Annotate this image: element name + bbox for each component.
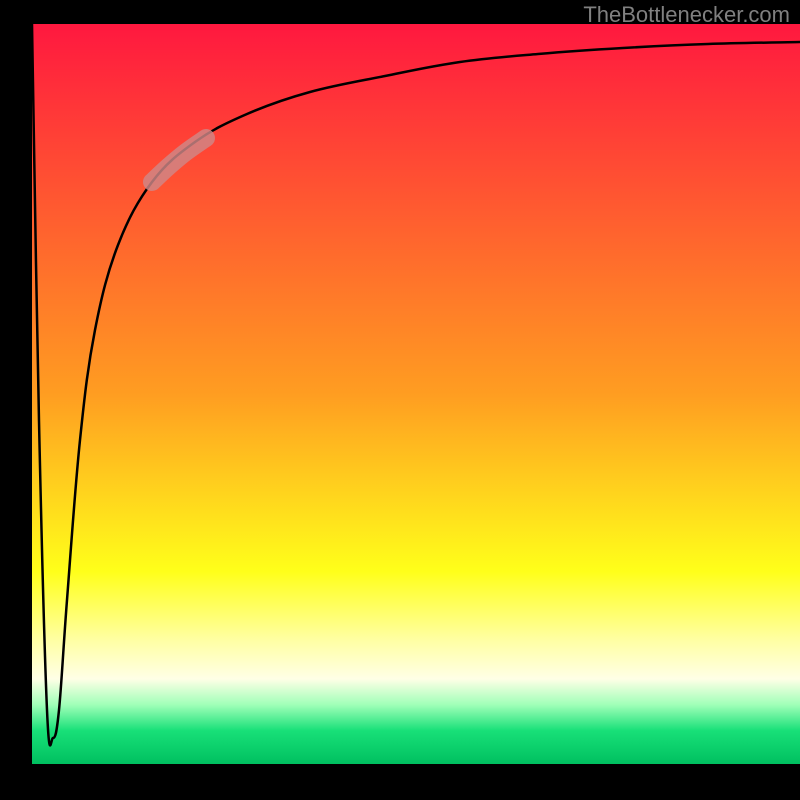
chart-container: TheBottlenecker.com [0, 0, 800, 800]
gradient-background [32, 24, 800, 764]
bottleneck-chart [32, 24, 800, 764]
